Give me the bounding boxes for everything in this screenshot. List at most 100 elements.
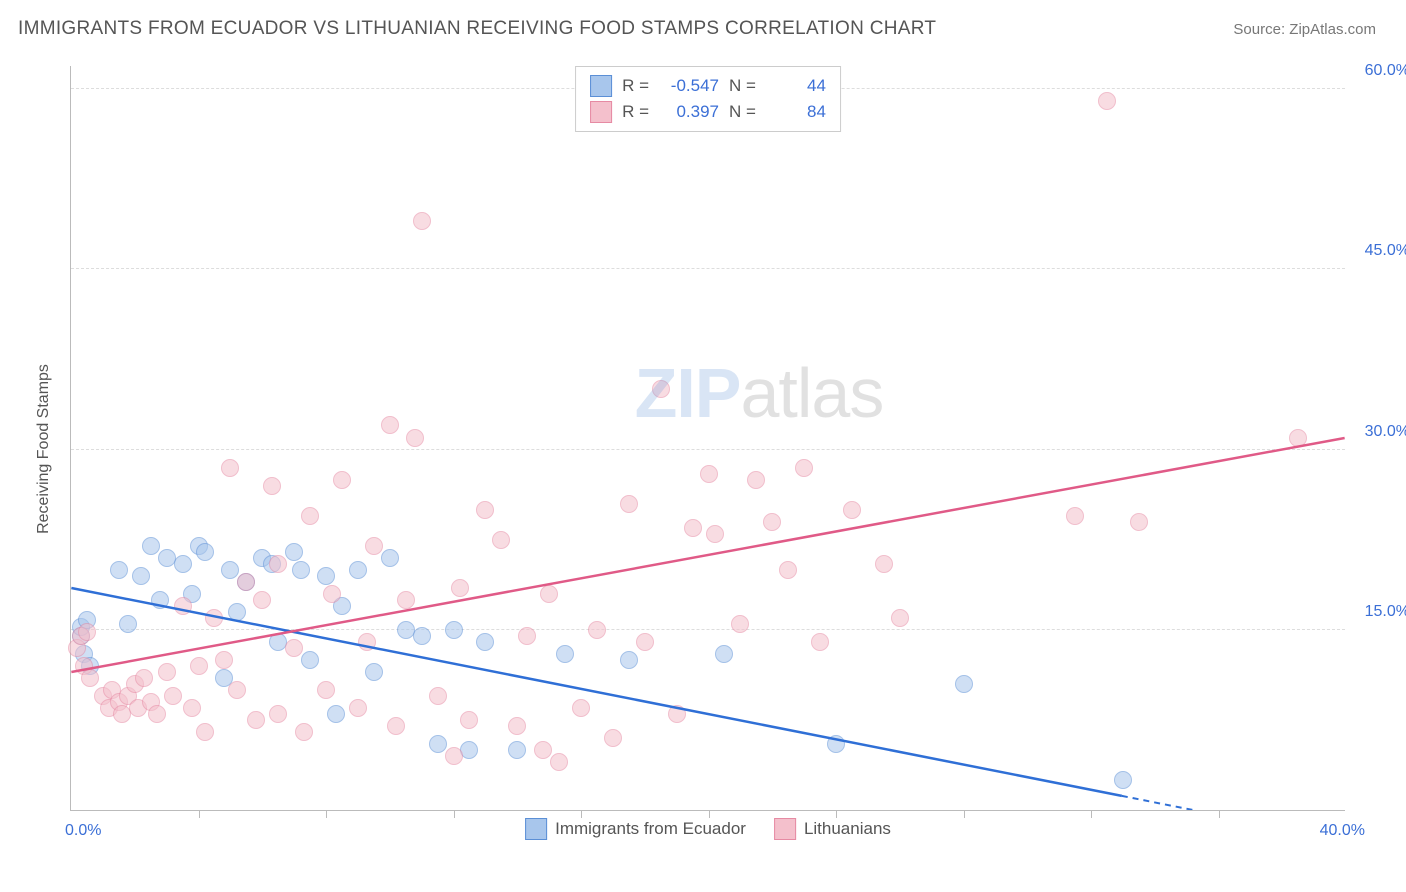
scatter-point [365,537,383,555]
scatter-point [148,705,166,723]
x-tick [199,810,200,818]
chart-source: Source: ZipAtlas.com [1233,21,1376,38]
scatter-point [1289,429,1307,447]
scatter-point [110,561,128,579]
scatter-point [668,705,686,723]
legend-R-key: R = [622,76,649,96]
scatter-point [317,567,335,585]
scatter-point [1098,92,1116,110]
scatter-point [365,663,383,681]
scatter-point [706,525,724,543]
scatter-point [875,555,893,573]
scatter-point [508,741,526,759]
scatter-point [285,543,303,561]
scatter-point [349,561,367,579]
scatter-point [406,429,424,447]
scatter-point [221,561,239,579]
y-tick-label: 45.0% [1365,242,1406,260]
scatter-point [747,471,765,489]
scatter-point [151,591,169,609]
watermark-zip: ZIP [635,354,741,432]
scatter-point [323,585,341,603]
legend-label-lithuanians: Lithuanians [804,819,891,839]
scatter-point [387,717,405,735]
x-tick [454,810,455,818]
scatter-point [228,681,246,699]
scatter-point [429,687,447,705]
scatter-point [460,741,478,759]
scatter-point [413,627,431,645]
scatter-point [119,615,137,633]
grid-line [71,449,1345,450]
scatter-point [247,711,265,729]
x-tick [836,810,837,818]
swatch-lithuanians-bottom [774,818,796,840]
scatter-point [684,519,702,537]
scatter-point [164,687,182,705]
scatter-point [955,675,973,693]
watermark: ZIPatlas [635,353,884,433]
scatter-point [540,585,558,603]
scatter-point [221,459,239,477]
scatter-point [700,465,718,483]
scatter-point [333,471,351,489]
legend-N-val-1: 84 [766,102,826,122]
scatter-point [349,699,367,717]
scatter-point [413,212,431,230]
scatter-point [142,537,160,555]
scatter-point [451,579,469,597]
scatter-point [731,615,749,633]
legend-correlation: R = -0.547 N = 44 R = 0.397 N = 84 [575,66,841,132]
scatter-point [327,705,345,723]
scatter-point [317,681,335,699]
scatter-point [269,705,287,723]
scatter-point [196,723,214,741]
scatter-point [174,597,192,615]
legend-N-val-0: 44 [766,76,826,96]
trend-lines-svg [71,66,1345,810]
scatter-point [779,561,797,579]
legend-series: Immigrants from Ecuador Lithuanians [525,818,891,840]
scatter-point [381,549,399,567]
legend-row-lithuanians: R = 0.397 N = 84 [590,99,826,125]
scatter-point [135,669,153,687]
y-tick-label: 60.0% [1365,62,1406,80]
source-link[interactable]: ZipAtlas.com [1289,21,1376,38]
y-axis-title: Receiving Food Stamps [35,364,53,534]
y-tick-label: 15.0% [1365,603,1406,621]
scatter-point [1066,507,1084,525]
x-tick-label-start: 0.0% [65,822,101,840]
scatter-point [460,711,478,729]
scatter-point [715,645,733,663]
scatter-point [183,699,201,717]
chart-title: IMMIGRANTS FROM ECUADOR VS LITHUANIAN RE… [18,18,936,40]
scatter-point [556,645,574,663]
legend-N-key: N = [729,76,756,96]
x-tick [581,810,582,818]
scatter-point [827,735,845,753]
scatter-point [1130,513,1148,531]
scatter-point [476,501,494,519]
chart-container: Receiving Food Stamps ZIPatlas R = -0.54… [50,54,1390,844]
scatter-point [285,639,303,657]
scatter-point [78,623,96,641]
plot-area: ZIPatlas R = -0.547 N = 44 R = 0.397 N =… [70,66,1345,811]
scatter-point [301,507,319,525]
scatter-point [158,663,176,681]
scatter-point [205,609,223,627]
scatter-point [445,621,463,639]
swatch-lithuanians [590,101,612,123]
y-tick-label: 30.0% [1365,423,1406,441]
scatter-point [620,651,638,669]
scatter-point [811,633,829,651]
scatter-point [763,513,781,531]
legend-R-val-0: -0.547 [659,76,719,96]
scatter-point [215,651,233,669]
swatch-ecuador-bottom [525,818,547,840]
scatter-point [196,543,214,561]
x-tick [1219,810,1220,818]
scatter-point [1114,771,1132,789]
scatter-point [301,651,319,669]
x-tick [1091,810,1092,818]
scatter-point [132,567,150,585]
